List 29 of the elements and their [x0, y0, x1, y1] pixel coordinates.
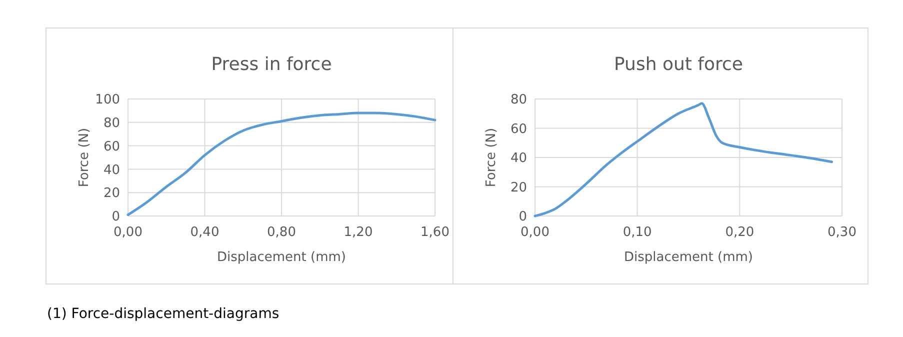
- y-tick-label: 0: [112, 210, 120, 225]
- x-tick-label: 0,30: [828, 225, 856, 240]
- y-tick-label: 80: [510, 92, 527, 108]
- x-tick-label: 0,00: [520, 225, 550, 240]
- x-tick-label: 0,00: [114, 225, 142, 240]
- y-axis-title: Force (N): [484, 128, 499, 188]
- y-tick-label: 100: [95, 92, 120, 108]
- y-tick-label: 20: [510, 180, 527, 196]
- x-tick-label: 1,60: [420, 225, 450, 240]
- y-tick-label: 80: [103, 116, 120, 131]
- y-axis-title: Force (N): [77, 128, 92, 188]
- x-tick-label: 1,20: [344, 225, 373, 240]
- x-tick-label: 0,80: [267, 225, 296, 240]
- text: (1) Force-displacement-diagrams: [47, 306, 280, 322]
- x-tick-label: 0,40: [190, 225, 220, 240]
- line-series: [126, 112, 436, 216]
- y-tick-label: 0: [518, 210, 527, 225]
- y-tick-label: 40: [510, 151, 527, 166]
- y-tick-label: 40: [103, 162, 120, 178]
- x-axis-title: Displacement (mm): [217, 250, 346, 265]
- x-tick-label: 0,10: [622, 225, 652, 240]
- x-axis-title: Displacement (mm): [624, 250, 753, 265]
- chart-title: Push out force: [614, 54, 743, 75]
- y-tick-label: 60: [103, 139, 120, 154]
- x-tick-label: 0,20: [725, 225, 754, 240]
- y-tick-label: 20: [103, 186, 120, 202]
- y-tick-label: 60: [510, 122, 527, 137]
- line-series: [534, 102, 834, 218]
- chart-title: Press in force: [211, 54, 332, 75]
